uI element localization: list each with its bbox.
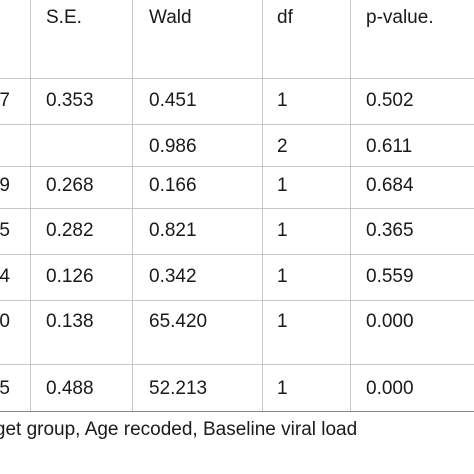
- header-se: S.E.: [46, 7, 82, 28]
- cell-p-value: 0.000: [366, 311, 414, 332]
- footnote-text: arget group, Age recoded, Baseline viral…: [0, 419, 358, 440]
- row-divider: [0, 166, 474, 167]
- cell-b-clipped: 5: [0, 220, 10, 241]
- cell-se: 0.353: [46, 90, 94, 111]
- header-p-value: p-value.: [366, 7, 434, 28]
- cell-se: 0.268: [46, 175, 94, 196]
- cell-b-clipped: 9: [0, 175, 10, 196]
- cell-df: 1: [277, 266, 288, 287]
- cell-b-clipped: 5: [0, 378, 10, 399]
- cell-p-value: 0.611: [366, 136, 413, 157]
- header-df: df: [277, 7, 293, 28]
- cell-wald: 0.986: [149, 136, 197, 157]
- header-wald: Wald: [149, 7, 192, 28]
- cell-b-clipped: 0: [0, 311, 10, 332]
- row-divider: [0, 300, 474, 301]
- column-divider: [132, 0, 133, 412]
- cell-p-value: 0.559: [366, 266, 414, 287]
- table-footnote: arget group, Age recoded, Baseline viral…: [0, 418, 474, 442]
- table-bottom-rule: [0, 411, 474, 412]
- cell-se: 0.126: [46, 266, 94, 287]
- cell-df: 1: [277, 311, 288, 332]
- cell-df: 1: [277, 175, 288, 196]
- row-divider: [0, 364, 474, 365]
- column-divider: [30, 0, 31, 412]
- cell-wald: 0.342: [149, 266, 197, 287]
- row-divider: [0, 78, 474, 79]
- column-divider: [350, 0, 351, 412]
- cell-df: 1: [277, 220, 288, 241]
- cell-p-value: 0.502: [366, 90, 414, 111]
- cell-df: 1: [277, 378, 288, 399]
- cell-df: 2: [277, 136, 288, 157]
- cell-se: 0.282: [46, 220, 94, 241]
- column-divider: [262, 0, 263, 412]
- cell-wald: 52.213: [149, 378, 208, 399]
- cell-p-value: 0.684: [366, 175, 414, 196]
- row-divider: [0, 208, 474, 209]
- cell-wald: 0.821: [149, 220, 197, 241]
- cell-b-clipped: 4: [0, 266, 10, 287]
- cell-se: 0.488: [46, 378, 94, 399]
- cell-wald: 0.451: [149, 90, 197, 111]
- cell-b-clipped: 7: [0, 90, 10, 111]
- row-divider: [0, 254, 474, 255]
- cell-p-value: 0.365: [366, 220, 414, 241]
- cell-wald: 0.166: [149, 175, 197, 196]
- cell-se: 0.138: [46, 311, 94, 332]
- cell-p-value: 0.000: [366, 378, 414, 399]
- cell-df: 1: [277, 90, 288, 111]
- row-divider: [0, 124, 474, 125]
- cell-wald: 65.420: [149, 311, 208, 332]
- regression-table: S.E. Wald df p-value. 7 0.353 0.451 1 0.…: [0, 0, 474, 412]
